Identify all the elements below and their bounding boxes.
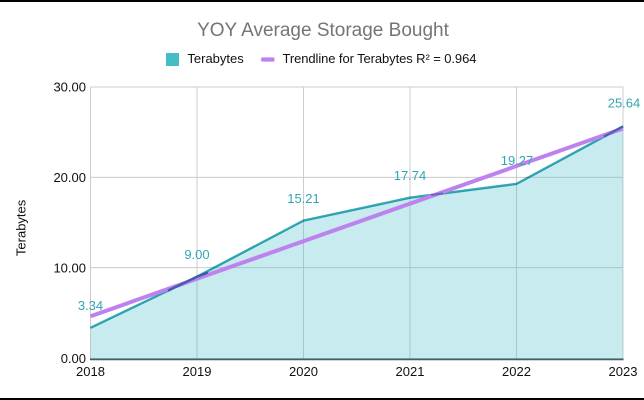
svg-text:10.00: 10.00 (53, 260, 86, 275)
svg-text:25.64: 25.64 (608, 96, 641, 111)
svg-text:2022: 2022 (502, 364, 531, 379)
svg-text:9.00: 9.00 (184, 247, 209, 262)
svg-text:2018: 2018 (76, 364, 105, 379)
svg-text:2020: 2020 (289, 364, 318, 379)
svg-text:30.00: 30.00 (53, 80, 86, 95)
svg-text:3.34: 3.34 (78, 298, 103, 313)
svg-text:0.00: 0.00 (61, 351, 86, 366)
svg-text:15.21: 15.21 (287, 191, 320, 206)
svg-text:20.00: 20.00 (53, 170, 86, 185)
svg-text:Terabytes: Terabytes (187, 51, 244, 66)
svg-text:17.74: 17.74 (394, 168, 427, 183)
svg-text:YOY Average Storage Bought: YOY Average Storage Bought (197, 20, 449, 41)
svg-text:2019: 2019 (183, 364, 212, 379)
svg-text:2021: 2021 (396, 364, 425, 379)
svg-text:19.27: 19.27 (501, 153, 534, 168)
svg-text:Terabytes: Terabytes (14, 199, 29, 256)
svg-text:Trendline for Terabytes R² = 0: Trendline for Terabytes R² = 0.964 (283, 51, 477, 66)
svg-text:2023: 2023 (609, 364, 638, 379)
